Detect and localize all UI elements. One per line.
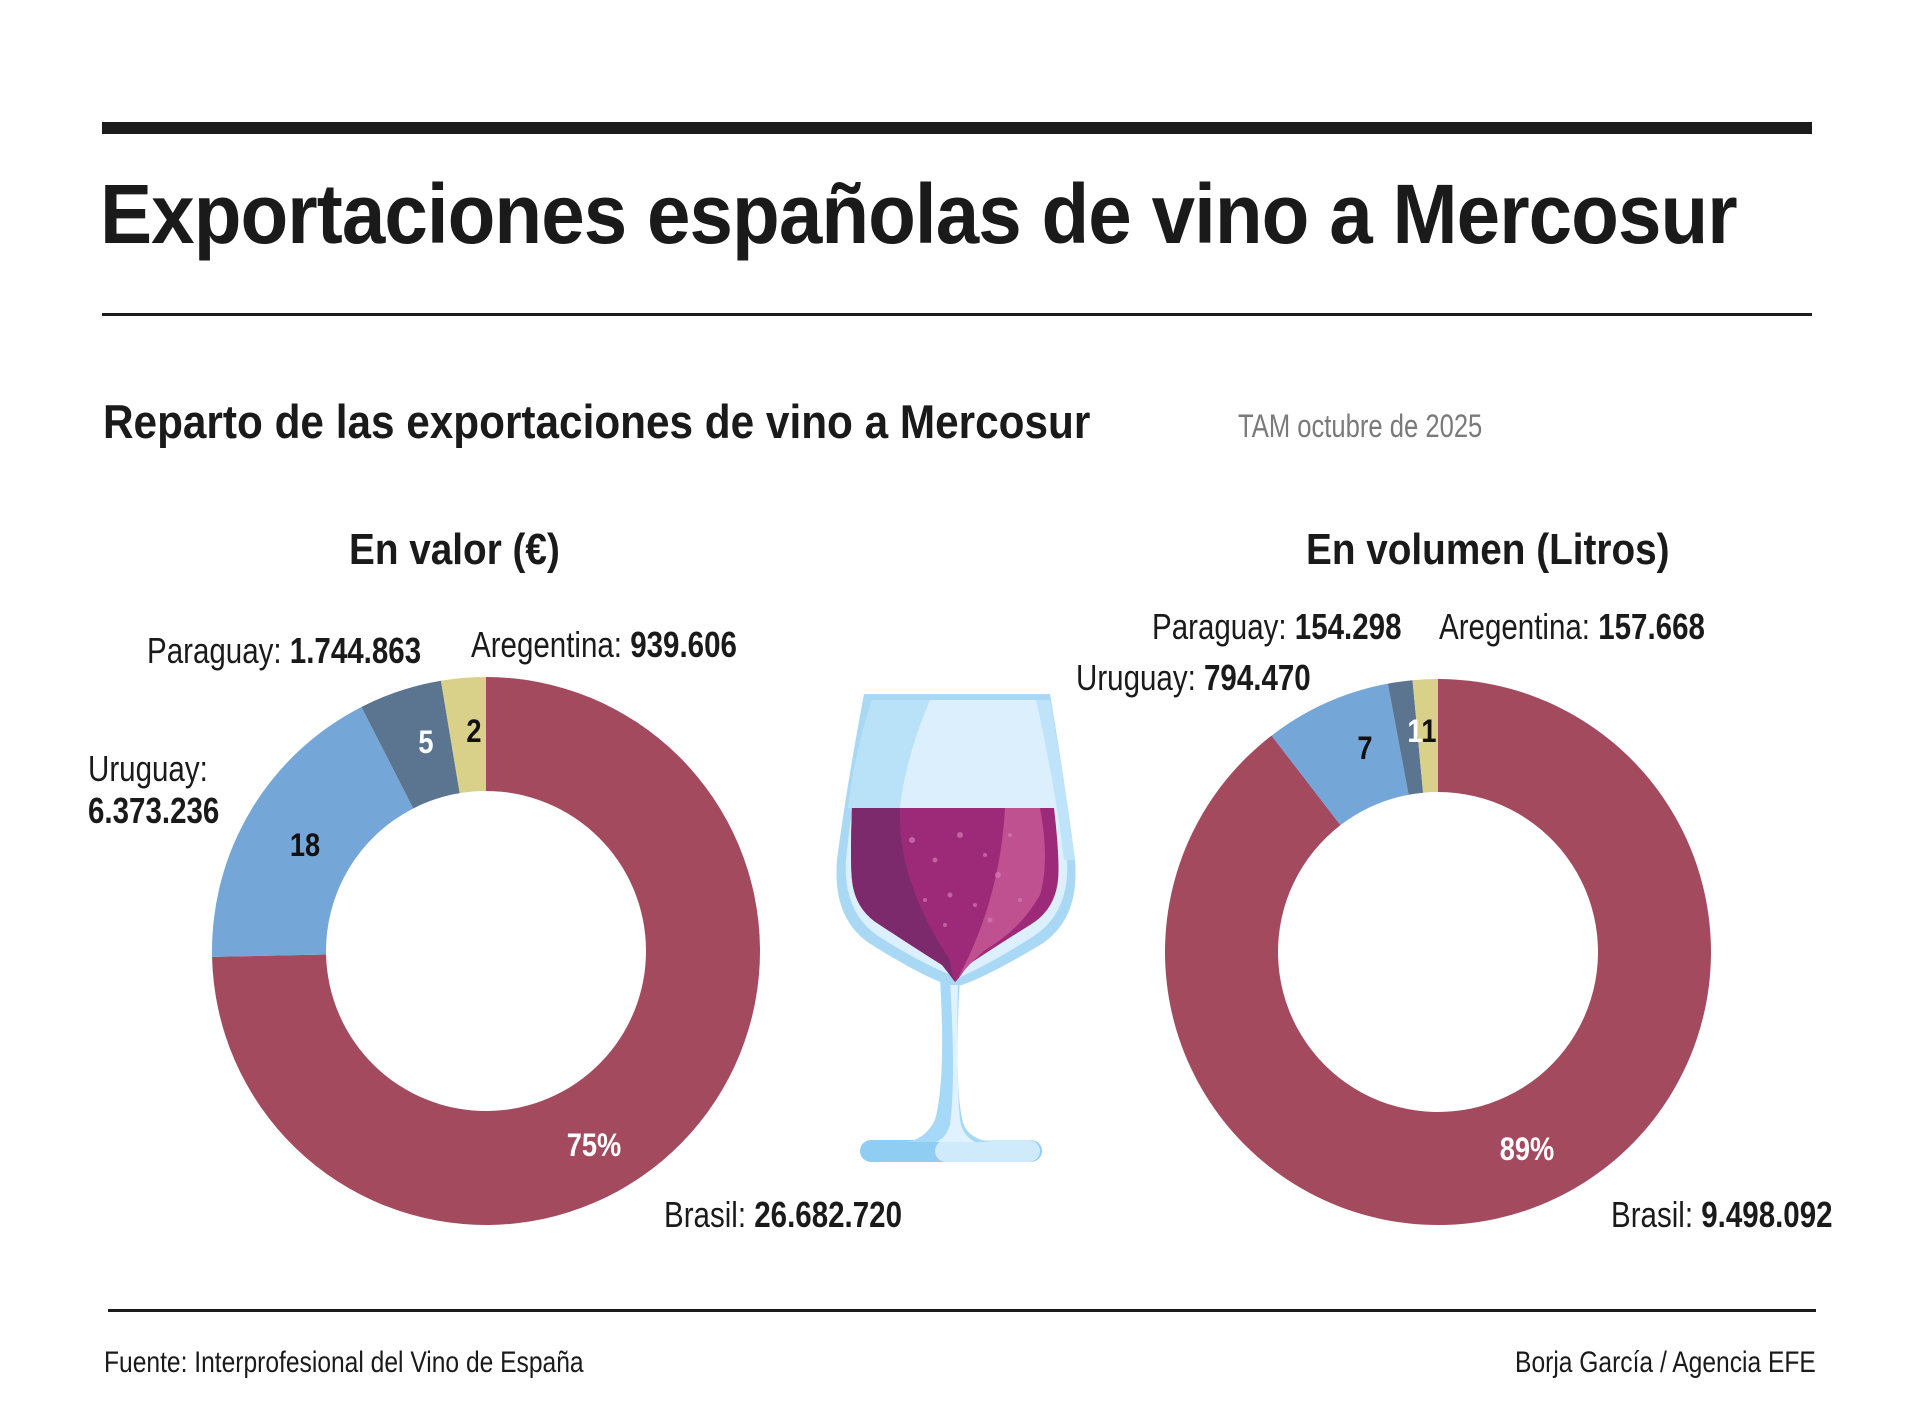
chart-title-volumen: En volumen (Litros) (1306, 525, 1670, 574)
label-volumen-brasil: Brasil: 9.498.092 (1611, 1194, 1833, 1235)
title-divider (102, 313, 1812, 316)
slice-label-valor-paraguay: 5 (418, 724, 434, 760)
slice-label-volumen-brasil: 89% (1499, 1131, 1555, 1167)
donut-chart-volumen (1164, 679, 1711, 1225)
slice-label-valor-brasil: 75% (566, 1127, 622, 1163)
slice-argentina (440, 677, 486, 794)
label-volumen-uruguay: Uruguay: 794.470 (1076, 657, 1311, 698)
label-volumen-argentina: Aregentina: 157.668 (1439, 606, 1705, 647)
donut-chart-valor (212, 677, 760, 1225)
label-volumen-paraguay: Paraguay: 154.298 (1152, 606, 1402, 647)
footer-divider (108, 1309, 1816, 1312)
slice-label-volumen-argentina: 1 (1421, 713, 1437, 749)
slice-uruguay (1271, 683, 1409, 826)
label-valor-paraguay: Paraguay: 1.744.863 (147, 630, 422, 671)
top-rule (102, 122, 1812, 134)
slice-brasil (1164, 679, 1711, 1225)
credit-note: Borja García / Agencia EFE (1515, 1346, 1816, 1379)
slice-argentina (1412, 679, 1438, 793)
label-valor-uruguay: Uruguay: 6.373.236 (88, 748, 220, 831)
slice-paraguay (1387, 680, 1424, 795)
period-note: TAM octubre de 2025 (1238, 408, 1483, 444)
wine-glass-icon (836, 694, 1076, 1162)
slice-paraguay (361, 680, 460, 809)
chart-title-valor: En valor (€) (349, 525, 560, 574)
slice-uruguay (212, 706, 414, 957)
slice-label-volumen-paraguay: 1 (1407, 713, 1423, 749)
label-valor-brasil: Brasil: 26.682.720 (664, 1194, 902, 1235)
page-title: Exportaciones españolas de vino a Mercos… (100, 167, 1738, 261)
slice-label-valor-argentina: 2 (466, 713, 482, 749)
slice-label-valor-uruguay: 18 (289, 827, 321, 863)
chart-subtitle: Reparto de las exportaciones de vino a M… (103, 395, 1091, 448)
label-valor-argentina: Aregentina: 939.606 (471, 624, 737, 665)
slice-brasil (212, 677, 760, 1225)
slice-label-volumen-uruguay: 7 (1357, 730, 1373, 766)
source-note: Fuente: Interprofesional del Vino de Esp… (104, 1346, 584, 1379)
